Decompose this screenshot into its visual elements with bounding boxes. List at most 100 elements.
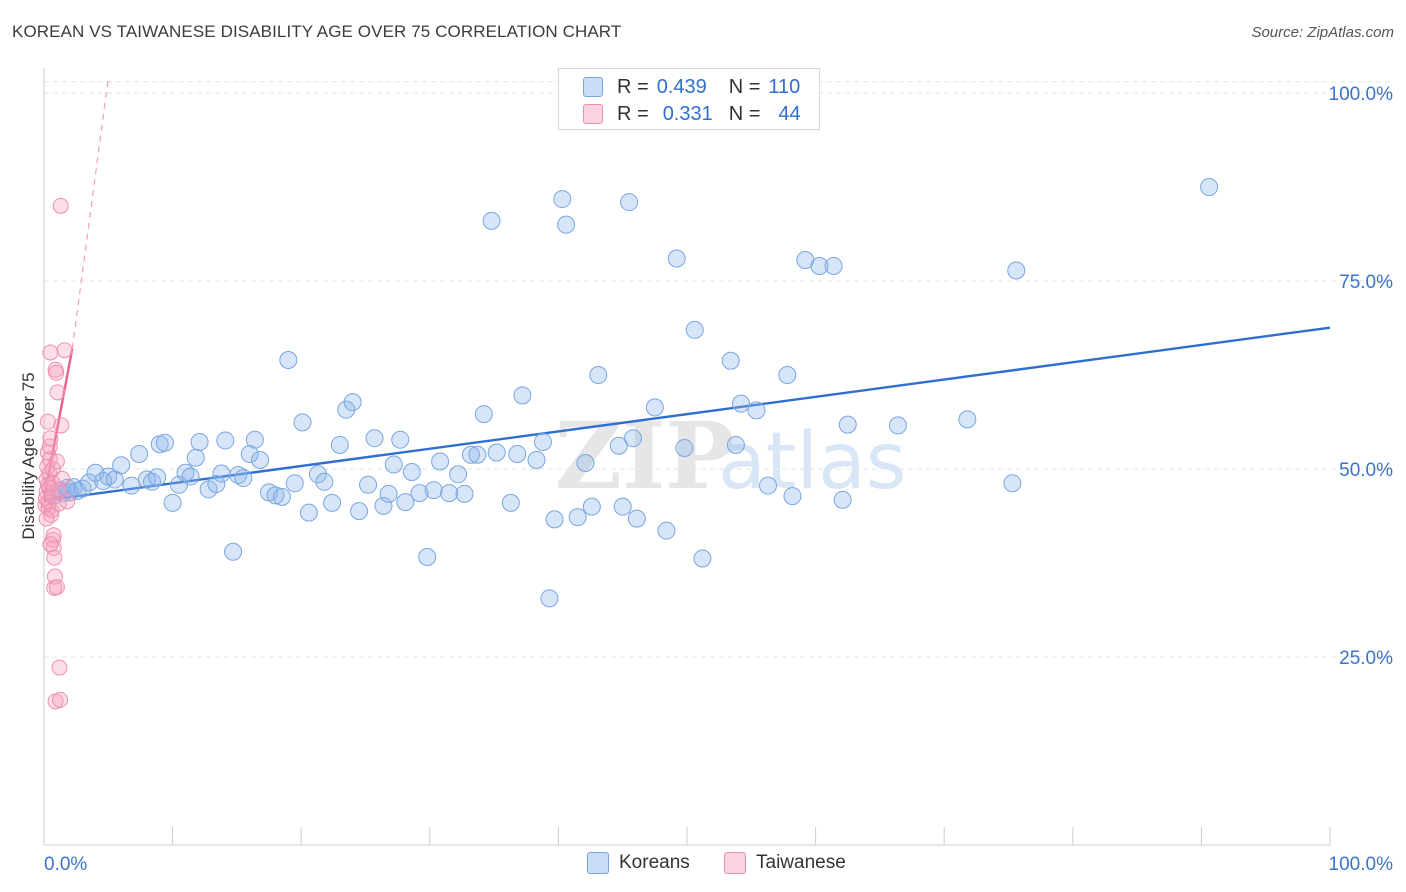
- korean-point: [657, 521, 676, 540]
- korean-point: [410, 484, 429, 503]
- bottom-legend-swatch-taiwanese: [724, 852, 746, 874]
- korean-point: [365, 429, 384, 448]
- korean-point: [359, 475, 378, 494]
- source-label: Source: ZipAtlas.com: [1251, 24, 1394, 41]
- korean-point: [1200, 178, 1219, 197]
- y-axis-title: Disability Age Over 75: [19, 372, 38, 539]
- taiwanese-point: [51, 659, 68, 676]
- korean-point: [589, 366, 608, 385]
- korean-point: [1003, 474, 1022, 493]
- bottom-legend-taiwanese[interactable]: Taiwanese: [724, 852, 846, 874]
- korean-point: [778, 366, 797, 385]
- taiwanese-point: [50, 481, 67, 498]
- korean-point: [240, 444, 259, 463]
- korean-point: [350, 502, 369, 521]
- chart-title: KOREAN VS TAIWANESE DISABILITY AGE OVER …: [12, 22, 622, 41]
- korean-point: [455, 484, 474, 503]
- bottom-legend: Koreans Taiwanese: [0, 852, 1406, 878]
- legend-row-taiwanese: R = 0.331 N = 44: [583, 102, 801, 126]
- korean-point: [667, 249, 686, 268]
- korean-point: [627, 509, 646, 528]
- taiwanese-point: [46, 549, 63, 566]
- korean-point: [315, 472, 334, 491]
- korean-point: [330, 435, 349, 454]
- korean-point: [308, 465, 327, 484]
- y-tick-label: 25.0%: [1339, 648, 1393, 669]
- korean-point: [557, 215, 576, 234]
- korean-point: [732, 394, 751, 413]
- korean-point: [838, 415, 857, 434]
- korean-point: [266, 486, 285, 505]
- korean-point: [513, 386, 532, 405]
- korean-point: [186, 448, 205, 467]
- bottom-legend-label-koreans: Koreans: [619, 852, 690, 873]
- taiwanese-point: [49, 384, 66, 401]
- taiwanese-point: [56, 342, 73, 359]
- korean-point: [112, 456, 131, 475]
- taiwanese-point: [54, 470, 71, 487]
- taiwanese-point: [45, 531, 62, 548]
- points-layer: [37, 178, 1219, 710]
- korean-point: [482, 211, 501, 230]
- korean-point: [224, 542, 243, 561]
- korean-point: [216, 431, 235, 450]
- korean-point: [721, 351, 740, 370]
- taiwanese-point: [45, 527, 62, 544]
- bottom-legend-label-taiwanese: Taiwanese: [756, 852, 846, 873]
- korean-point: [80, 473, 99, 492]
- korean-point: [747, 401, 766, 420]
- taiwanese-point: [38, 510, 55, 527]
- taiwanese-point: [39, 476, 56, 493]
- watermark-atlas: atlas: [718, 417, 907, 507]
- taiwanese-point: [48, 364, 65, 381]
- korean-point: [645, 398, 664, 417]
- korean-point: [958, 410, 977, 429]
- korean-point: [623, 429, 642, 448]
- korean-point: [212, 464, 231, 483]
- korean-point: [155, 433, 174, 452]
- legend-n-value: 110: [768, 75, 801, 98]
- korean-point: [685, 320, 704, 339]
- korean-point: [553, 190, 572, 209]
- taiwanese-point: [39, 413, 56, 430]
- korean-point: [1007, 261, 1026, 280]
- legend-n-label: N =: [728, 75, 761, 98]
- korean-point: [396, 493, 415, 512]
- korean-point: [190, 432, 209, 451]
- korean-point: [384, 455, 403, 474]
- x-tick-label: 0.0%: [44, 854, 87, 875]
- korean-point: [343, 393, 362, 412]
- korean-point: [402, 463, 421, 482]
- korean-point: [888, 416, 907, 435]
- legend-r-value: 0.331: [662, 102, 713, 125]
- korean-point: [576, 454, 595, 473]
- korean-point: [122, 476, 141, 495]
- bottom-legend-koreans[interactable]: Koreans: [587, 852, 690, 874]
- grid-layer: [44, 81, 1392, 658]
- korean-point: [374, 496, 393, 515]
- y-tick-label: 50.0%: [1339, 460, 1393, 481]
- korean-point: [540, 589, 559, 608]
- korean-point: [293, 413, 312, 432]
- taiwanese-point: [53, 417, 70, 434]
- y-tick-label: 75.0%: [1339, 272, 1393, 293]
- korean-point: [418, 547, 437, 566]
- korean-point: [568, 508, 587, 527]
- korean-point: [379, 484, 398, 503]
- korean-point: [487, 443, 506, 462]
- korean-point: [251, 450, 270, 469]
- korean-point: [181, 467, 200, 486]
- korean-point: [620, 193, 639, 212]
- legend-swatch-koreans: [583, 77, 603, 97]
- korean-point: [323, 493, 342, 512]
- x-tick-label: 100.0%: [1329, 854, 1394, 875]
- korean-point: [759, 476, 778, 495]
- korean-point: [163, 493, 182, 512]
- korean-point: [833, 490, 852, 509]
- korean-point: [501, 493, 520, 512]
- korean-point: [424, 481, 443, 500]
- taiwanese-point: [42, 430, 59, 447]
- taiwanese-point: [41, 438, 58, 455]
- taiwanese-trend-extension: [71, 77, 109, 349]
